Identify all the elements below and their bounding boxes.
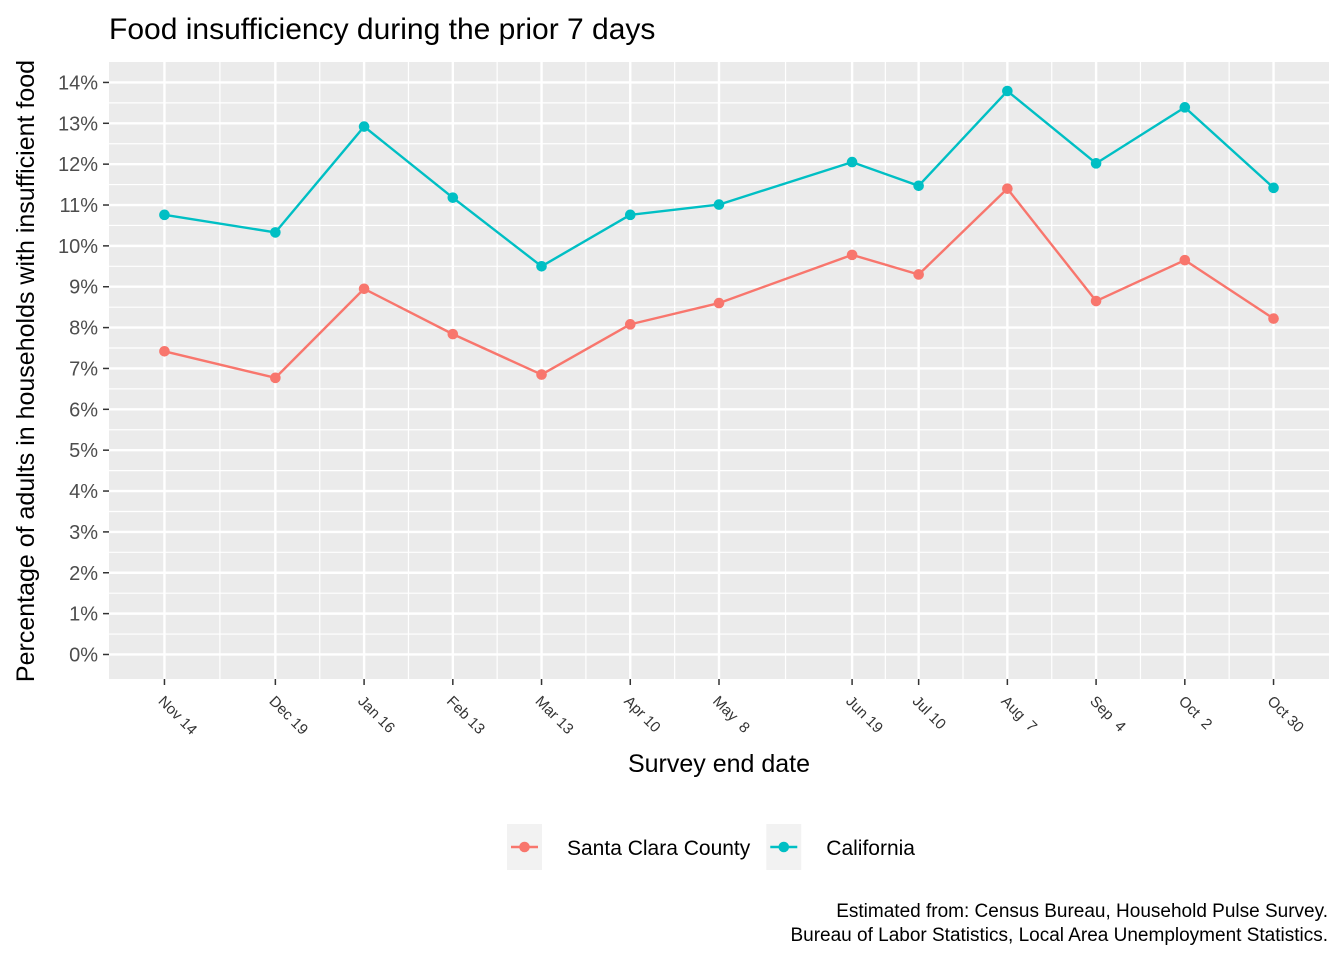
x-tick-label: Oct 2 — [1175, 693, 1215, 733]
y-tick-label: 12% — [58, 154, 98, 176]
data-point-california — [447, 192, 459, 203]
data-point-california — [624, 209, 636, 221]
y-tick-label: 2% — [69, 563, 98, 585]
y-tick-label: 4% — [69, 481, 98, 503]
data-point-california — [270, 227, 281, 238]
legend-key-point-california — [778, 841, 790, 853]
y-tick-label: 6% — [69, 399, 98, 421]
y-axis: 0% 1% 2% 3% 4% 5% 6% 7% 8% 9% 10% 11% 12% 13% 14% — [58, 72, 109, 666]
y-tick-label: 0% — [69, 644, 98, 666]
y-tick-label: 8% — [69, 318, 98, 340]
data-point-california — [1268, 182, 1279, 194]
chart-title: Food insufficiency during the prior 7 da… — [109, 13, 655, 46]
data-point-santa-clara-county — [1002, 183, 1013, 194]
data-point-santa-clara-county — [447, 328, 459, 340]
data-point-santa-clara-county — [536, 369, 547, 380]
data-point-santa-clara-county — [358, 283, 370, 295]
y-tick-label: 9% — [69, 277, 98, 299]
x-tick-label: Dec 19 — [266, 693, 312, 739]
data-point-california — [913, 180, 924, 192]
data-point-santa-clara-county — [159, 345, 170, 357]
data-point-santa-clara-county — [1179, 254, 1191, 266]
series-points — [159, 85, 1279, 384]
y-tick-label: 1% — [69, 604, 98, 626]
x-tick-label: Mar 13 — [532, 693, 577, 738]
data-point-california — [1179, 102, 1191, 113]
x-tick-label: Jul 10 — [909, 693, 949, 733]
y-tick-label: 11% — [59, 195, 98, 217]
data-point-santa-clara-county — [624, 319, 636, 330]
data-point-california — [159, 209, 170, 221]
x-tick-label: Apr 10 — [620, 693, 663, 736]
x-tick-label: Nov 14 — [155, 693, 201, 739]
y-axis-title: Percentage of adults in households with … — [12, 60, 40, 682]
x-tick-label: Jan 16 — [354, 693, 398, 737]
y-tick-label: 14% — [58, 72, 98, 94]
x-tick-label: Aug 7 — [998, 693, 1041, 736]
legend-label-santa-clara-county: Santa Clara County — [567, 837, 751, 860]
y-tick-label: 7% — [69, 358, 98, 380]
data-point-santa-clara-county — [846, 249, 858, 261]
x-axis: Nov 14 Dec 19 Jan 16 Feb 13 Mar 13 Apr 10 May … — [155, 679, 1307, 738]
data-point-california — [358, 121, 370, 132]
legend: Santa Clara County California — [507, 824, 915, 870]
data-point-california — [1090, 158, 1102, 169]
data-point-california — [536, 261, 547, 272]
data-point-santa-clara-county — [1268, 313, 1279, 324]
x-axis-title: Survey end date — [628, 750, 810, 778]
data-point-california — [1002, 85, 1013, 97]
data-point-santa-clara-county — [713, 297, 725, 309]
x-tick-label: Feb 13 — [443, 693, 488, 738]
y-tick-label: 13% — [58, 113, 98, 135]
data-point-california — [846, 156, 858, 168]
x-tick-label: Sep 4 — [1086, 693, 1129, 736]
data-point-santa-clara-county — [270, 372, 281, 384]
x-tick-label: May 8 — [709, 693, 753, 737]
caption-line-1: Estimated from: Census Bureau, Household… — [836, 901, 1328, 922]
y-tick-label: 3% — [69, 522, 98, 544]
y-tick-label: 10% — [58, 236, 98, 258]
caption-line-2: Bureau of Labor Statistics, Local Area U… — [790, 925, 1328, 946]
data-point-santa-clara-county — [913, 269, 924, 280]
x-tick-label: Jun 19 — [842, 693, 886, 737]
x-tick-label: Oct 30 — [1264, 693, 1307, 736]
data-point-california — [713, 199, 725, 210]
legend-key-point-santa-clara-county — [519, 841, 530, 853]
legend-label-california: California — [826, 837, 915, 860]
y-tick-label: 5% — [69, 440, 98, 462]
data-point-santa-clara-county — [1090, 295, 1102, 307]
